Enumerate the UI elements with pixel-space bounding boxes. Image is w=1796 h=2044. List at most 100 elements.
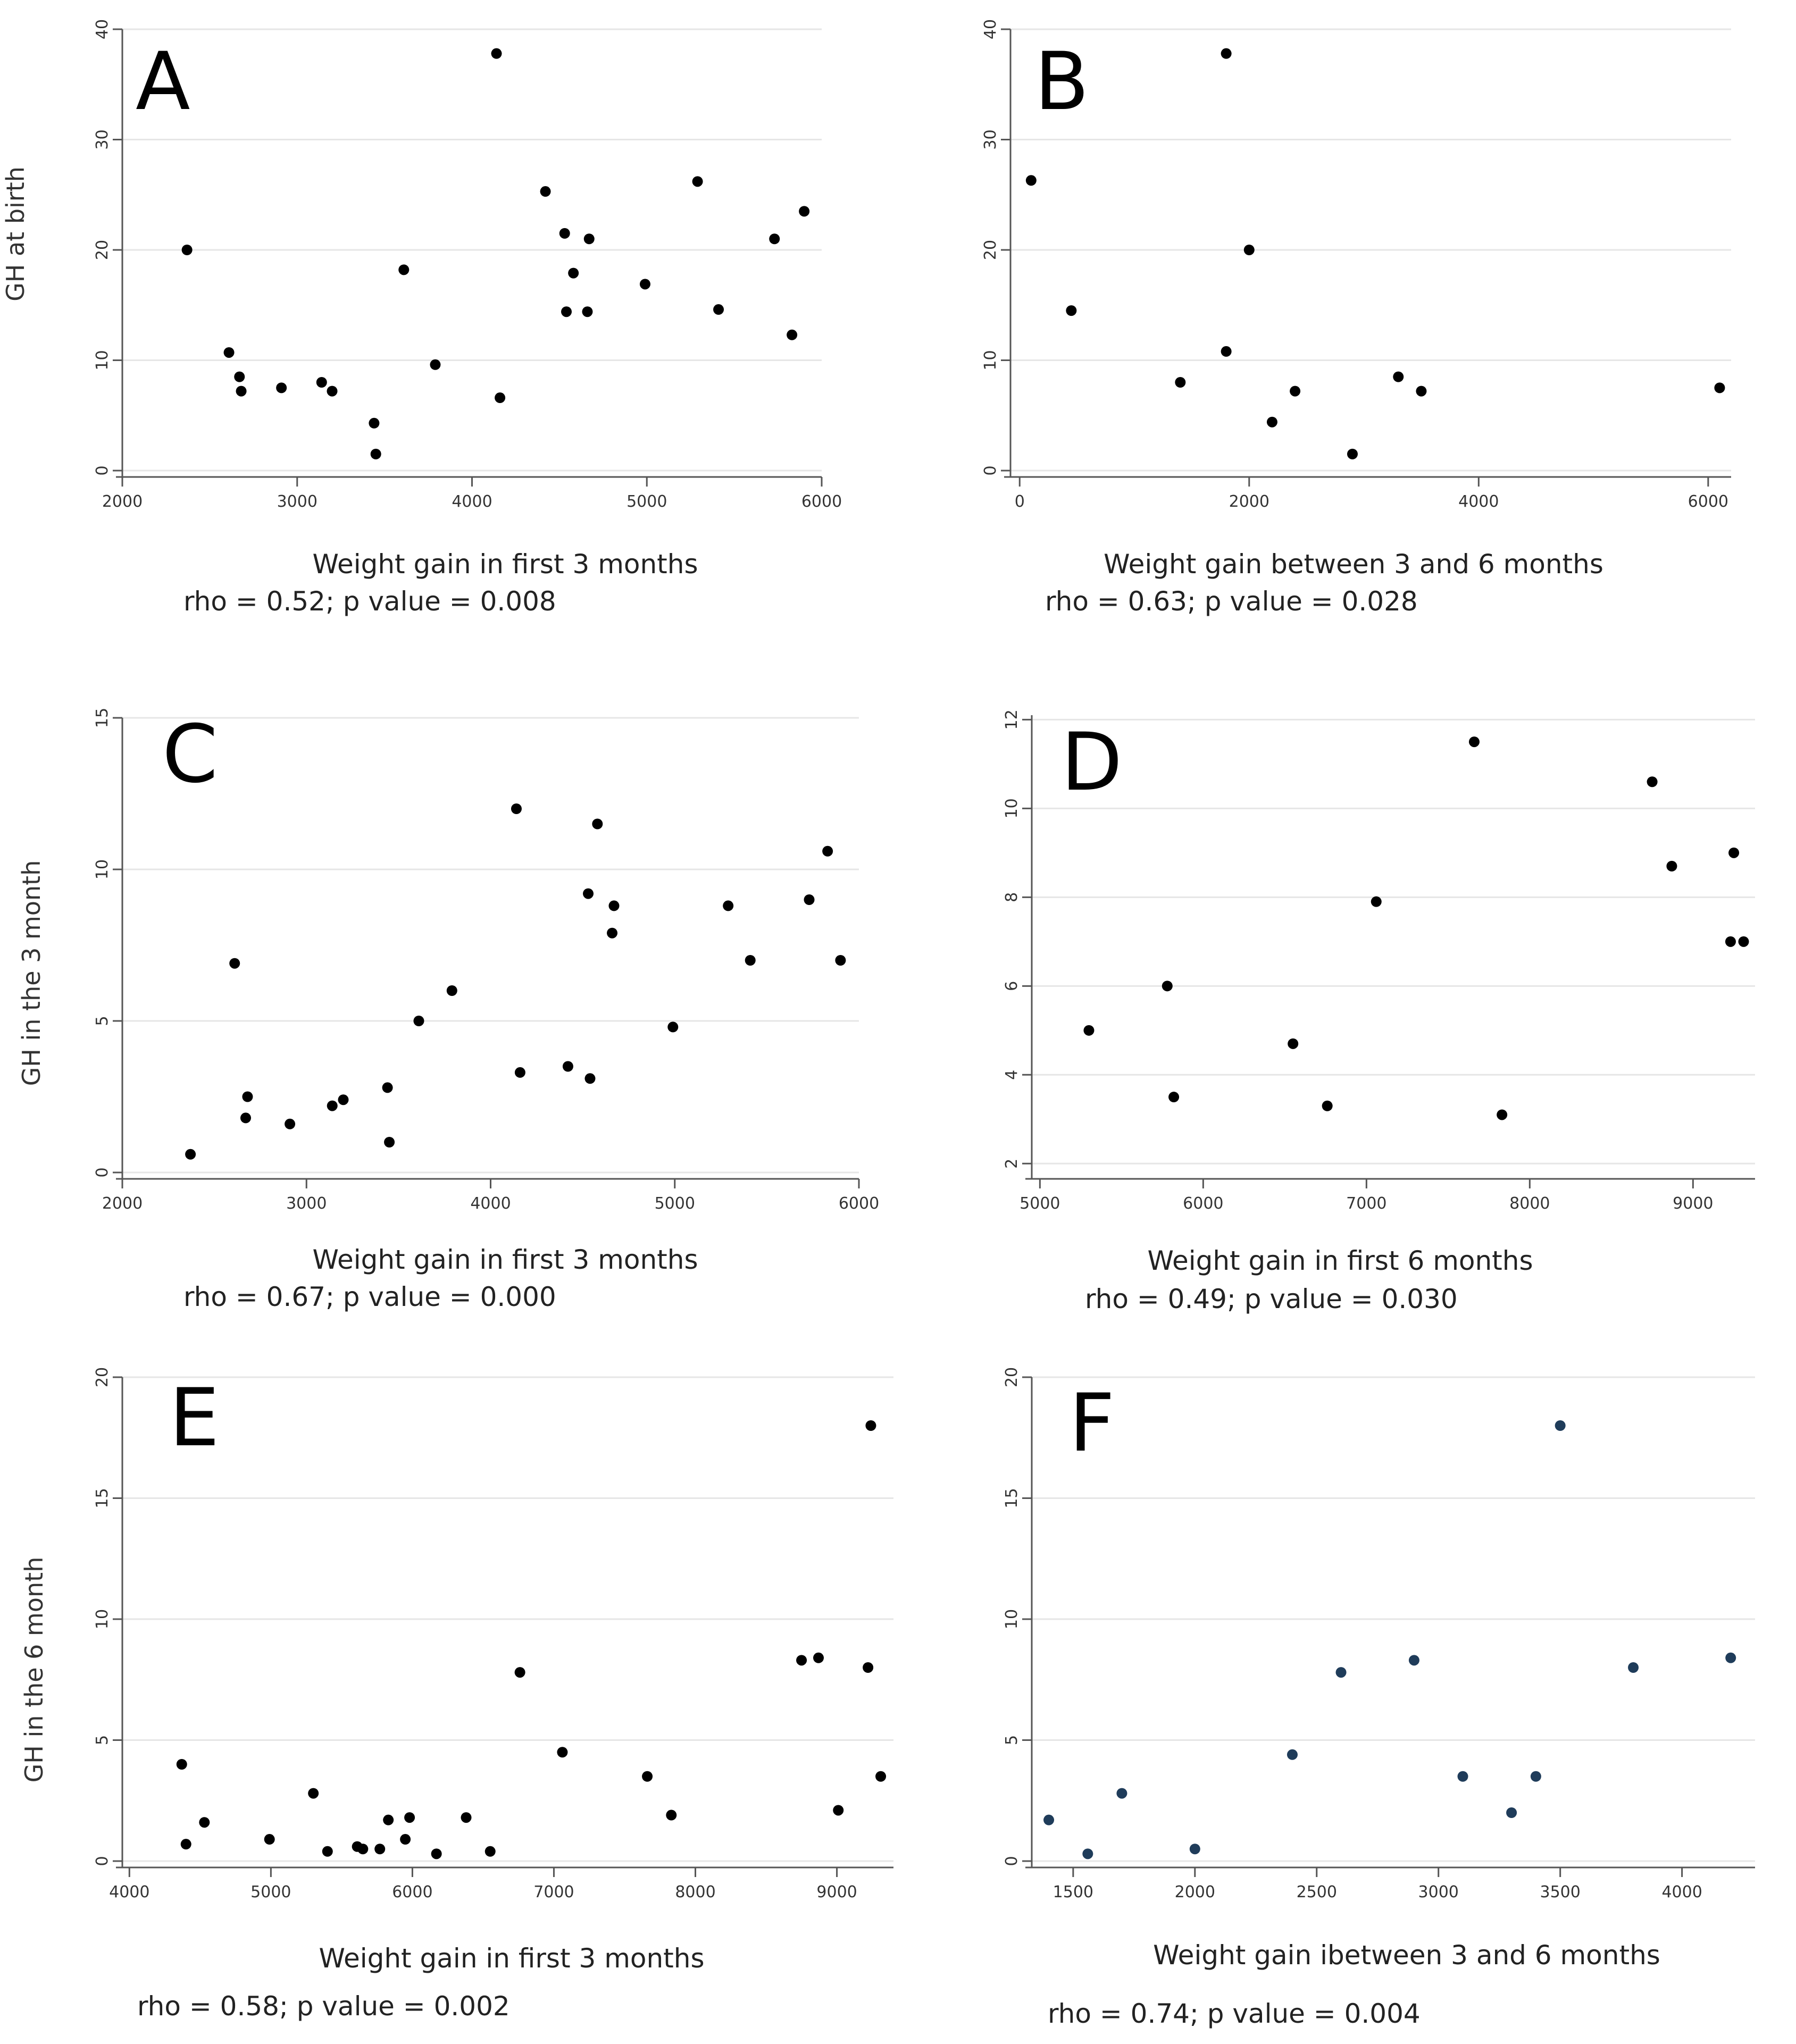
data-point	[1725, 936, 1736, 947]
data-point	[176, 1759, 187, 1770]
panel-e: 0 5 10 15 20 4000 5000 6000 7000 8000 9000 E GH in t…	[20, 1367, 893, 2022]
panel-letter: E	[169, 1372, 220, 1464]
y-tick-label: 0	[1003, 1856, 1021, 1866]
correlation-stat: rho = 0.74; p value = 0.004	[1048, 1998, 1421, 2029]
data-point	[561, 306, 572, 317]
x-tick-label: 2000	[1175, 1883, 1215, 1901]
data-point	[495, 392, 506, 404]
data-point	[1243, 245, 1255, 255]
data-point	[799, 206, 810, 217]
data-point	[1468, 736, 1480, 748]
data-point	[583, 888, 594, 899]
data-point	[582, 306, 593, 317]
data-point	[833, 1805, 844, 1816]
panel-a: 0 10 20 30 40 2000 3000 4000 5000 6000 A GH at birt…	[1, 19, 842, 617]
x-tick-label: 2500	[1297, 1883, 1337, 1901]
y-tick-label: 0	[981, 465, 1000, 475]
x-tick-label: 2000	[102, 1194, 143, 1213]
data-point	[461, 1812, 472, 1823]
data-point	[370, 448, 381, 459]
x-tick-label: 4000	[1661, 1883, 1702, 1901]
data-point	[559, 228, 570, 239]
data-point	[642, 1771, 653, 1782]
data-point	[398, 264, 410, 275]
data-point	[374, 1844, 386, 1855]
data-point	[1221, 48, 1232, 59]
data-point	[822, 845, 833, 857]
x-axis-title: Weight gain in first 3 months	[312, 1244, 698, 1275]
data-point	[185, 1149, 196, 1160]
data-point	[608, 900, 620, 911]
panel-letter: C	[162, 708, 218, 801]
data-point	[357, 1844, 369, 1855]
data-point	[1728, 847, 1740, 858]
data-point	[557, 1747, 568, 1758]
data-point	[1116, 1788, 1127, 1799]
data-point	[1457, 1771, 1468, 1782]
data-point	[667, 1021, 679, 1033]
data-point	[369, 417, 380, 429]
x-tick-label: 0	[1015, 492, 1025, 511]
data-point	[223, 347, 235, 358]
data-point	[1506, 1807, 1517, 1818]
x-tick-label: 9000	[1673, 1194, 1713, 1213]
y-tick-label: 5	[1003, 1735, 1021, 1745]
y-axis-title: GH at birth	[1, 166, 30, 301]
y-tick-label: 5	[93, 1735, 112, 1745]
x-tick-label: 5000	[1020, 1194, 1060, 1213]
data-point	[181, 245, 193, 255]
data-point	[804, 894, 815, 905]
data-point	[491, 48, 502, 59]
x-axis-title: Weight gain in first 3 months	[319, 1943, 704, 1974]
x-tick-label: 5000	[250, 1883, 291, 1901]
x-tick-label: 2000	[1229, 492, 1269, 511]
data-point	[540, 186, 551, 197]
data-point	[430, 359, 441, 370]
y-tick-label: 20	[981, 240, 1000, 260]
x-tick-label: 1500	[1053, 1883, 1093, 1901]
data-point	[446, 985, 457, 996]
data-point	[338, 1094, 349, 1105]
data-point	[1628, 1662, 1639, 1673]
correlation-stat: rho = 0.58; p value = 0.002	[137, 1991, 510, 2022]
panel-letter: A	[136, 36, 190, 128]
data-point	[413, 1016, 424, 1026]
x-tick-label: 4000	[470, 1194, 511, 1213]
data-point	[322, 1846, 333, 1857]
x-axis-title: Weight gain ibetween 3 and 6 months	[1153, 1940, 1660, 1971]
data-point	[276, 382, 287, 393]
data-point	[1083, 1025, 1095, 1036]
x-tick-label: 5000	[626, 492, 667, 511]
y-tick-label: 0	[93, 1856, 112, 1866]
x-tick-label: 3000	[1418, 1883, 1459, 1901]
x-tick-label: 6000	[392, 1883, 432, 1901]
data-point	[584, 1073, 596, 1084]
data-point	[1647, 776, 1658, 788]
data-point	[592, 818, 603, 830]
data-point	[285, 1118, 296, 1129]
data-point	[769, 233, 780, 245]
x-tick-label: 8000	[675, 1883, 715, 1901]
correlation-stat: rho = 0.49; p value = 0.030	[1085, 1284, 1458, 1314]
data-point	[865, 1420, 876, 1431]
y-tick-label: 10	[981, 350, 1000, 370]
y-tick-label: 10	[93, 350, 112, 370]
data-point	[568, 267, 579, 279]
x-tick-label: 2000	[102, 492, 143, 511]
y-tick-label: 12	[1003, 709, 1021, 730]
data-point	[180, 1839, 191, 1850]
data-point	[199, 1817, 210, 1828]
data-point	[787, 329, 798, 340]
data-point	[327, 1100, 338, 1111]
data-point	[1168, 1092, 1180, 1103]
data-point	[242, 1091, 253, 1102]
panel-letter: B	[1034, 36, 1089, 128]
data-point	[1175, 377, 1186, 388]
data-point	[383, 1814, 394, 1825]
x-tick-label: 4000	[1458, 492, 1499, 511]
data-point	[1162, 981, 1173, 992]
data-point	[1025, 175, 1037, 186]
data-point	[316, 377, 327, 388]
data-point	[875, 1771, 887, 1782]
x-tick-label: 5000	[655, 1194, 695, 1213]
